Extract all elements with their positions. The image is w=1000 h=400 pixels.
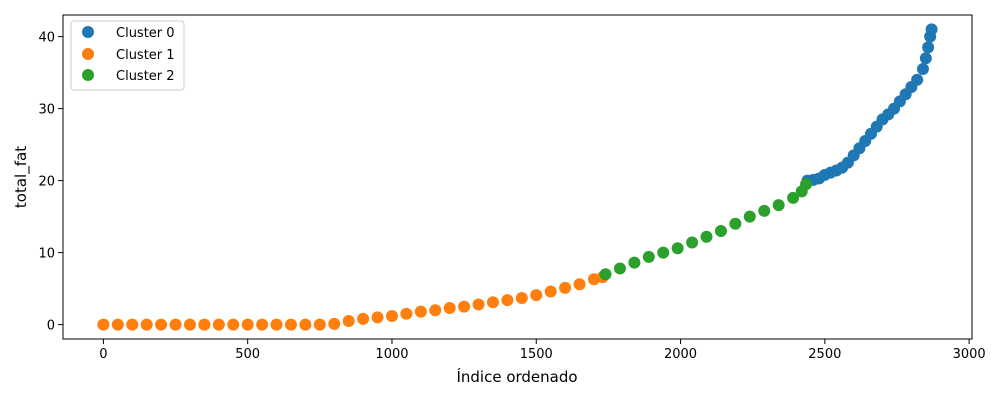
- legend-label-cluster-0: Cluster 0: [116, 26, 175, 41]
- scatter-point: [111, 318, 124, 331]
- scatter-point: [729, 217, 742, 230]
- x-tick-label: 0: [99, 347, 107, 362]
- x-axis-title: Índice ordenado: [456, 367, 577, 386]
- y-tick-label: 30: [38, 103, 55, 118]
- scatter-point: [772, 199, 785, 212]
- x-tick-label: 500: [235, 347, 260, 362]
- scatter-point: [458, 300, 471, 313]
- scatter-point: [700, 230, 713, 243]
- scatter-point: [515, 291, 528, 304]
- plot-marks: [97, 23, 938, 331]
- legend: Cluster 0 Cluster 1 Cluster 2: [70, 20, 185, 91]
- x-tick-label: 1000: [375, 347, 408, 362]
- scatter-point: [357, 312, 370, 325]
- scatter-point: [642, 250, 655, 263]
- scatter-point: [414, 305, 427, 318]
- plot-frame: [62, 14, 973, 340]
- scatter-point: [714, 225, 727, 237]
- scatter-point: [544, 285, 557, 298]
- scatter-point: [686, 236, 699, 249]
- scatter-point: [758, 204, 771, 217]
- scatter-point: [925, 23, 938, 36]
- scatter-point: [155, 318, 168, 331]
- scatter-point: [169, 318, 182, 331]
- scatter-point: [256, 318, 269, 331]
- scatter-point: [183, 318, 196, 331]
- scatter-point: [472, 298, 485, 311]
- scatter-point: [743, 210, 756, 223]
- y-tick-label: 0: [47, 319, 55, 334]
- scatter-point: [443, 302, 456, 315]
- scatter-point: [198, 318, 211, 331]
- scatter-point: [657, 246, 670, 259]
- scatter-point: [429, 304, 442, 317]
- legend-label-cluster-2: Cluster 2: [116, 69, 175, 84]
- x-tick-label: 2500: [808, 347, 841, 362]
- scatter-point: [284, 318, 297, 331]
- x-tick-label: 1500: [520, 347, 553, 362]
- y-tick-label: 40: [38, 31, 55, 46]
- scatter-point: [922, 41, 935, 54]
- scatter-point: [400, 307, 413, 320]
- scatter-point: [212, 318, 225, 331]
- legend-marker-cluster-1: [82, 48, 94, 60]
- scatter-point: [628, 256, 641, 269]
- scatter-point: [559, 281, 572, 294]
- scatter-point: [385, 309, 398, 322]
- scatter-point: [916, 63, 929, 75]
- scatter-point: [97, 318, 110, 331]
- y-axis-title: total_fat: [12, 146, 31, 208]
- scatter-point: [227, 318, 240, 331]
- scatter-point: [140, 318, 153, 331]
- scatter-point: [530, 289, 543, 302]
- y-tick-label: 10: [38, 247, 55, 262]
- series-0: [801, 23, 938, 187]
- series-1: [97, 271, 609, 331]
- legend-marker-cluster-0: [82, 26, 94, 38]
- scatter-point: [800, 178, 813, 191]
- y-axis-ticks: 0 10 20 30 40: [38, 31, 63, 334]
- scatter-point: [270, 318, 283, 331]
- y-tick-label: 20: [38, 175, 55, 190]
- x-axis-ticks: 0 500 1000 1500 2000 2500 3000: [99, 339, 986, 362]
- scatter-point: [671, 242, 684, 255]
- scatter-point: [371, 311, 384, 324]
- series-2: [599, 178, 813, 281]
- scatter-point: [501, 294, 514, 307]
- scatter-point: [911, 73, 924, 86]
- scatter-point: [299, 318, 312, 331]
- scatter-point: [613, 262, 626, 275]
- legend-box: [70, 20, 185, 91]
- legend-label-cluster-1: Cluster 1: [116, 48, 175, 63]
- scatter-point: [486, 296, 499, 309]
- scatter-point: [599, 268, 612, 281]
- scatter-point: [313, 318, 326, 331]
- legend-marker-cluster-2: [82, 69, 94, 81]
- scatter-point: [573, 278, 586, 291]
- scatter-point: [241, 318, 254, 331]
- x-tick-label: 3000: [953, 347, 986, 362]
- scatter-point: [919, 52, 932, 65]
- scatter-point: [787, 191, 800, 204]
- scatter-point: [328, 317, 341, 330]
- x-tick-label: 2000: [664, 347, 697, 362]
- scatter-point: [126, 318, 139, 331]
- scatter-point: [342, 315, 355, 327]
